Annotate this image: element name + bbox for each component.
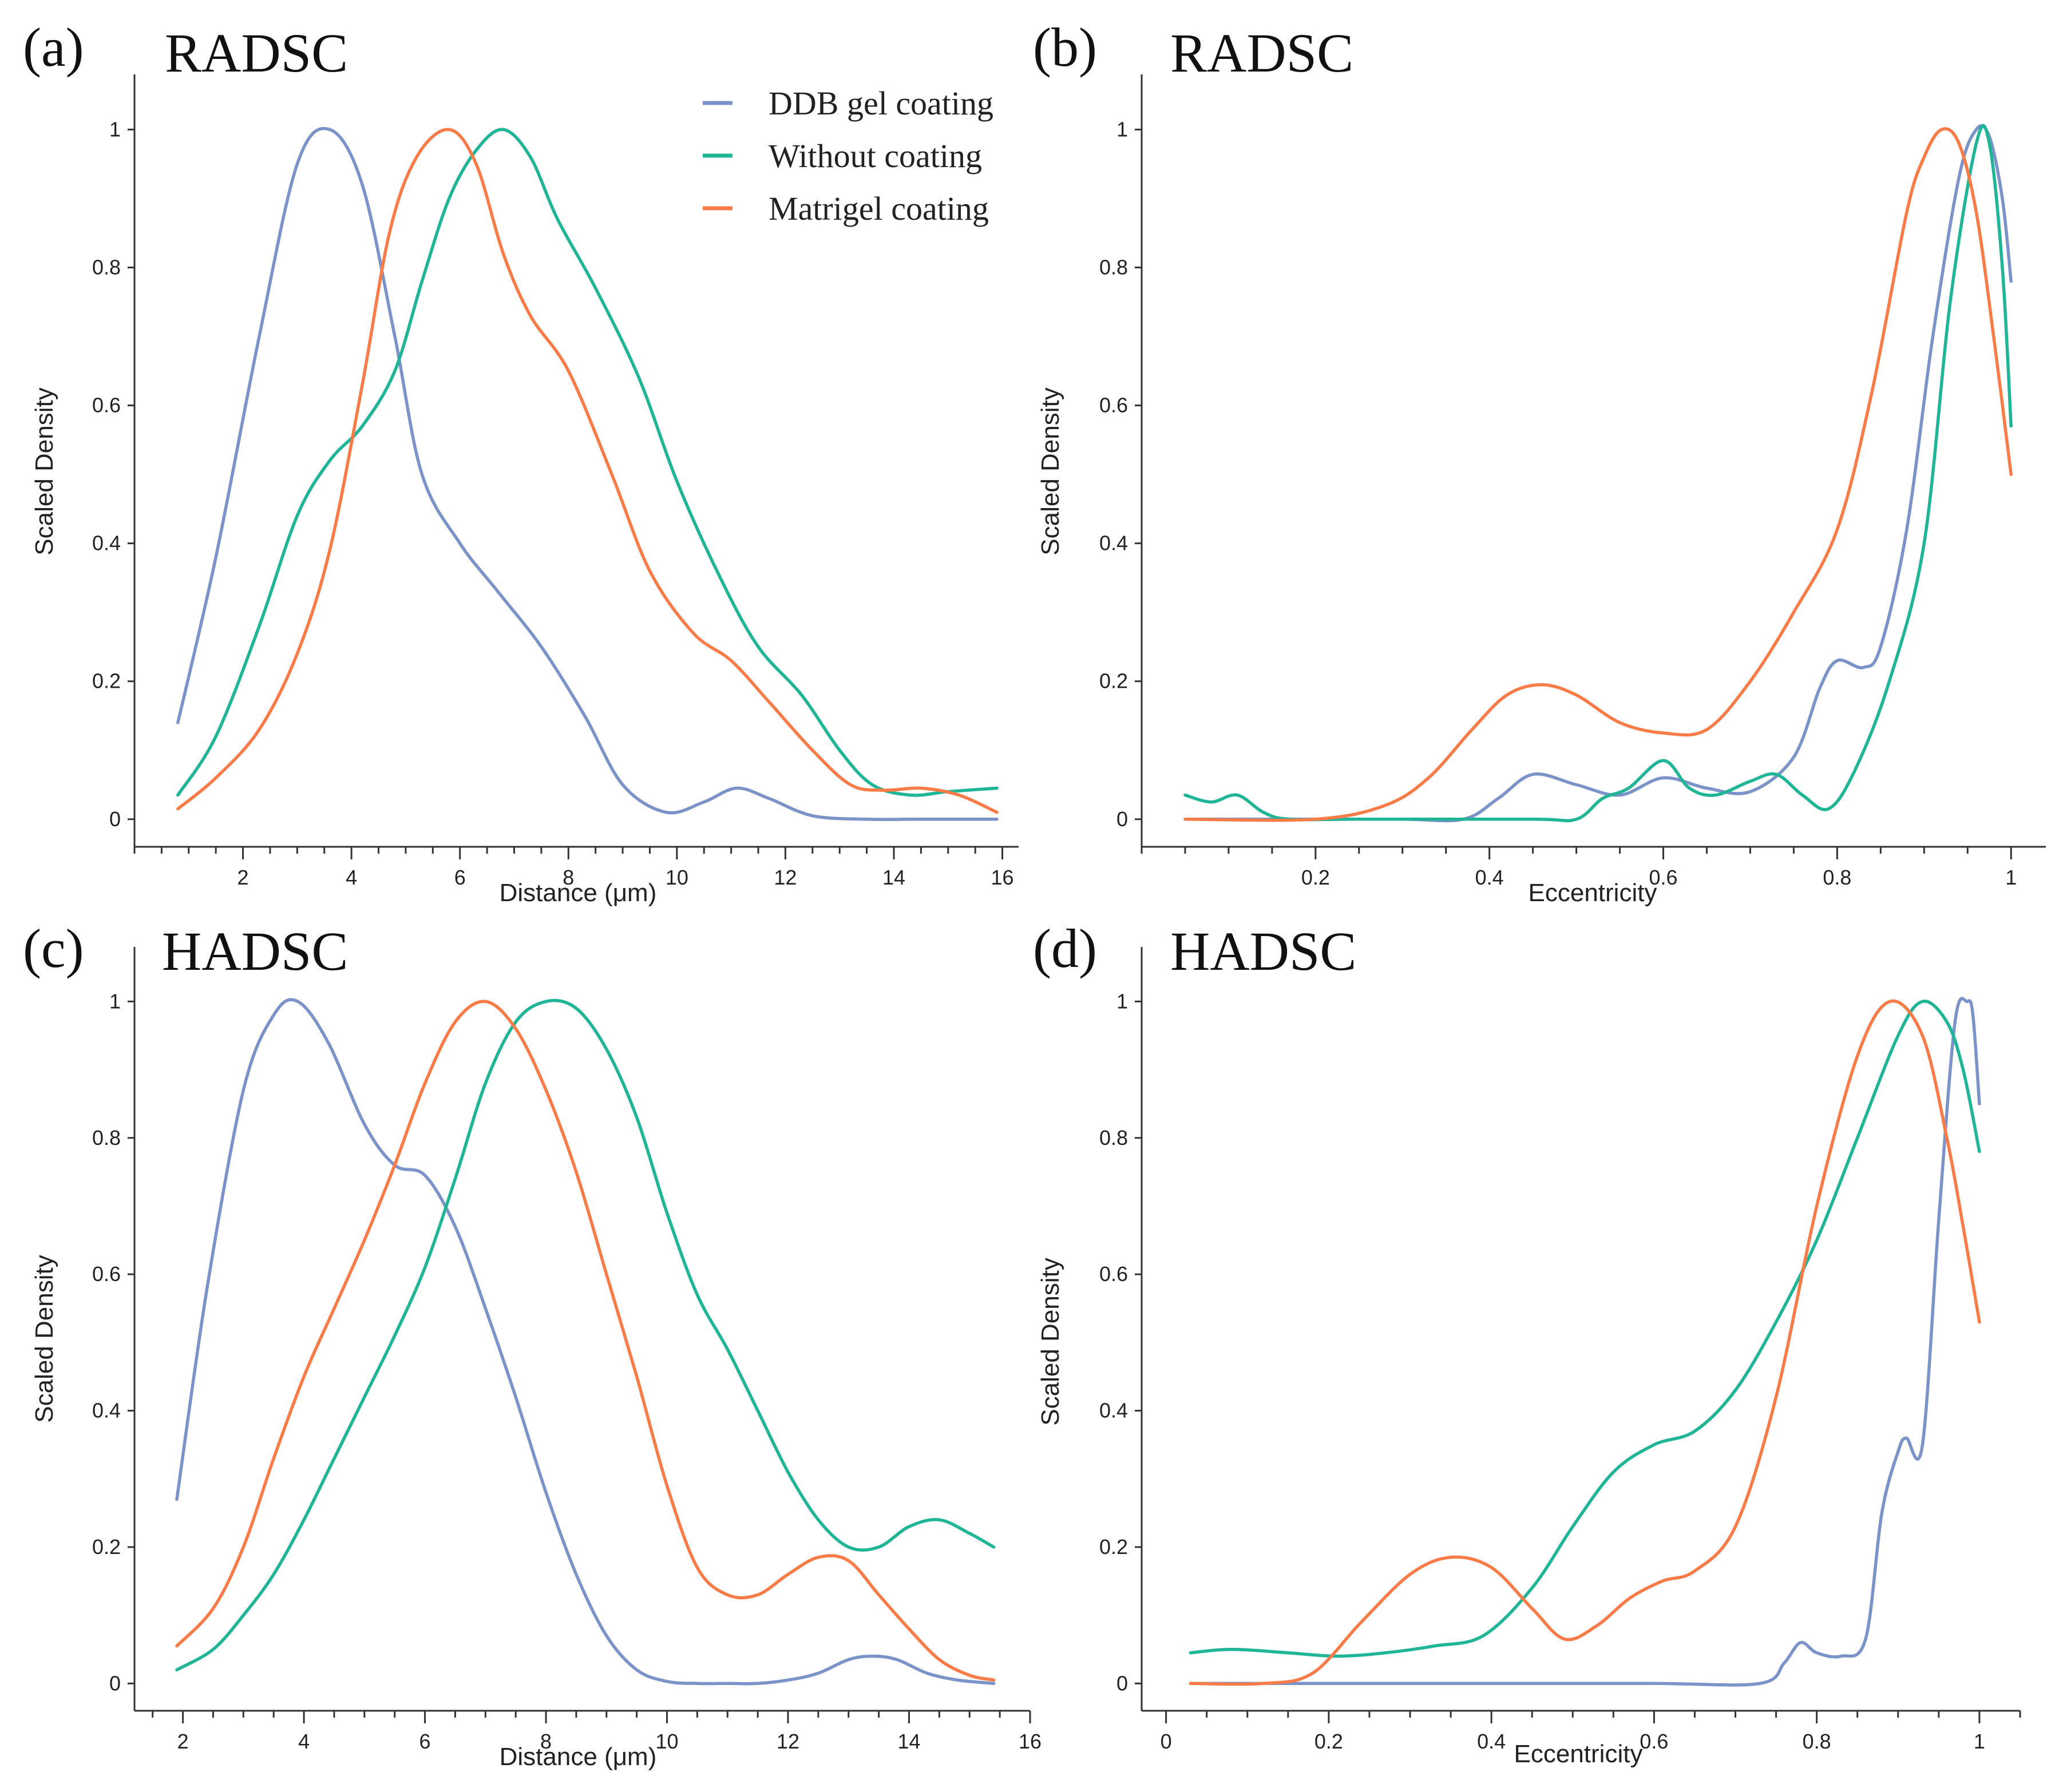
x-tick-label: 16 [991, 866, 1014, 889]
x-tick-label: 14 [897, 1730, 920, 1753]
y-tick-label: 0.8 [92, 1126, 121, 1149]
x-tick-label: 8 [563, 866, 574, 889]
legend-label-ddb: DDB gel coating [769, 85, 993, 122]
y-tick-label: 0.8 [1099, 1126, 1128, 1149]
curve-ddb [176, 126, 999, 821]
y-tick-label: 0.4 [92, 1399, 121, 1422]
x-tick-label: 14 [882, 866, 905, 889]
x-tick-label: 8 [540, 1730, 552, 1753]
y-tick-label: 1 [109, 117, 121, 141]
y-tick-label: 0.6 [92, 394, 121, 417]
y-tick-label: 0.4 [1099, 1399, 1128, 1422]
y-tick-label: 0.2 [1099, 1535, 1128, 1559]
y-axis-label: Scaled Density [30, 387, 58, 555]
y-tick-label: 0.4 [92, 532, 121, 555]
x-tick-label: 0.6 [1640, 1730, 1668, 1753]
x-tick-label: 12 [777, 1730, 799, 1753]
curve-ddb [1189, 997, 1981, 1687]
legend-label-matrigel: Matrigel coating [769, 190, 989, 227]
x-tick-label: 2 [237, 866, 249, 889]
curve-matrigel [175, 1000, 996, 1682]
panel-title: RADSC [165, 22, 348, 84]
y-tick-label: 0.8 [1099, 256, 1128, 279]
x-tick-label: 0.8 [1823, 866, 1851, 889]
panel-c: (c) HADSC 00.20.40.60.812 4 6 8 10 12 14 16 Dis… [23, 918, 1042, 1771]
curves [1189, 997, 1981, 1687]
legend: DDB gel coating Without coating Matrigel… [703, 85, 993, 227]
curve-without [1183, 124, 2013, 823]
ticks: 0 0.2 0.4 0.6 0.8 1 0 0.2 0.4 0.6 0.8 1 [1099, 989, 2021, 1753]
curve-matrigel [1189, 999, 1981, 1686]
panel-title: HADSC [162, 921, 348, 982]
y-axis-label: Scaled Density [1036, 1258, 1064, 1425]
y-tick-label: 1 [1116, 989, 1128, 1013]
x-tick-label: 10 [666, 866, 688, 889]
ticks: 00.20.40.60.812 4 6 8 10 12 14 16 [92, 989, 1042, 1753]
curve-ddb [175, 998, 996, 1686]
x-axis-label: Distance (μm) [500, 1743, 657, 1771]
curve-without [176, 128, 999, 797]
panel-a: (a) RADSC 00.20.40.60.812 4 6 8 10 12 14 16 Dis… [23, 17, 1019, 907]
panel-b: (b) RADSC 0 0.2 0.4 0.6 0.8 1 0.2 0.4 0.6 0.8 1 Ec… [1033, 17, 2046, 907]
y-tick-label: 0.8 [92, 256, 121, 279]
x-tick-label: 1 [1974, 1730, 1985, 1753]
panel-letter: (d) [1033, 918, 1097, 979]
y-tick-label: 0.2 [92, 1535, 121, 1559]
curves [176, 126, 999, 821]
curves [175, 998, 996, 1686]
x-tick-label: 1 [2005, 866, 2017, 889]
x-tick-label: 16 [1019, 1730, 1042, 1753]
x-tick-label: 0.6 [1649, 866, 1678, 889]
y-tick-label: 0.6 [1099, 1262, 1128, 1286]
curve-ddb [1183, 124, 2013, 823]
x-axis-label: Eccentricity [1529, 879, 1657, 907]
x-tick-label: 12 [774, 866, 797, 889]
curve-matrigel [1183, 127, 2013, 822]
y-axis-label: Scaled Density [30, 1255, 58, 1422]
x-axis-label: Distance (μm) [500, 879, 657, 907]
ticks: 00.20.40.60.812 4 6 8 10 12 14 16 [92, 117, 1014, 889]
x-tick-label: 0.8 [1803, 1730, 1831, 1753]
panel-letter: (a) [23, 17, 84, 78]
x-tick-label: 0.4 [1477, 1730, 1506, 1753]
x-tick-label: 4 [298, 1730, 310, 1753]
curve-without [1189, 1000, 1981, 1658]
legend-label-without: Without coating [769, 137, 982, 175]
panel-d: (d) HADSC 0 0.2 0.4 0.6 0.8 1 0 0.2 0.4 0.6 0.8 1 E… [1033, 918, 2021, 1768]
y-tick-label: 0 [109, 1671, 121, 1695]
panel-letter: (b) [1033, 17, 1097, 78]
panel-title: RADSC [1170, 22, 1353, 84]
y-axis-label: Scaled Density [1036, 387, 1064, 555]
y-tick-label: 0 [1116, 1671, 1128, 1695]
x-tick-label: 0 [1161, 1730, 1172, 1753]
x-tick-label: 0.4 [1475, 866, 1504, 889]
y-tick-label: 0 [109, 807, 121, 831]
panel-title: HADSC [1170, 921, 1356, 982]
y-tick-label: 1 [1116, 117, 1128, 141]
y-tick-label: 0.4 [1099, 532, 1128, 555]
ticks: 0 0.2 0.4 0.6 0.8 1 0.2 0.4 0.6 0.8 1 [1099, 117, 2017, 889]
curve-without [175, 998, 996, 1672]
x-tick-label: 4 [346, 866, 357, 889]
y-tick-label: 0.6 [92, 1262, 121, 1286]
curves [1183, 124, 2013, 823]
x-axis-label: Eccentricity [1514, 1740, 1643, 1768]
curve-matrigel [176, 128, 999, 814]
y-tick-label: 0.2 [92, 669, 121, 693]
y-tick-label: 0.2 [1099, 669, 1128, 693]
y-tick-label: 1 [109, 989, 121, 1013]
x-tick-label: 6 [454, 866, 466, 889]
x-tick-label: 10 [656, 1730, 679, 1753]
y-tick-label: 0.6 [1099, 394, 1128, 417]
x-tick-label: 2 [177, 1730, 189, 1753]
x-tick-label: 0.2 [1301, 866, 1330, 889]
panel-letter: (c) [23, 918, 84, 979]
x-tick-label: 6 [419, 1730, 431, 1753]
y-tick-label: 0 [1116, 807, 1128, 831]
x-tick-label: 0.2 [1314, 1730, 1343, 1753]
